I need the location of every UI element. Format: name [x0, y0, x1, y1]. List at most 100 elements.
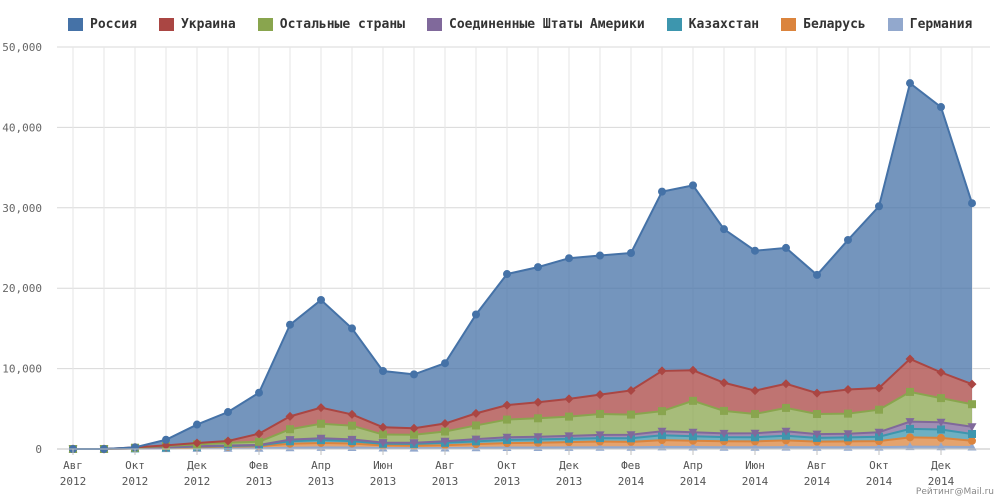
data-point — [440, 437, 450, 446]
data-point — [441, 427, 449, 436]
data-point — [937, 394, 945, 403]
data-point — [626, 385, 636, 395]
legend-swatch — [257, 17, 273, 31]
data-point — [719, 378, 729, 388]
x-tick-label-year: 2014 — [680, 475, 707, 488]
y-tick-label: 40,000 — [2, 121, 42, 134]
x-tick-label-year: 2014 — [618, 475, 645, 488]
data-point — [937, 103, 945, 112]
legend-swatch — [158, 17, 174, 31]
area-Россия — [73, 83, 972, 450]
data-point — [813, 410, 821, 419]
legend-item[interactable]: Россия — [68, 17, 137, 32]
data-point — [905, 442, 915, 451]
data-point — [843, 430, 853, 439]
data-point — [812, 388, 822, 398]
y-tick-label: 10,000 — [2, 363, 42, 376]
data-point — [874, 428, 884, 437]
data-point — [502, 433, 512, 442]
legend-item[interactable]: Казахстан — [666, 17, 759, 32]
data-point — [782, 243, 790, 252]
data-point — [968, 400, 976, 409]
data-point — [316, 434, 326, 443]
legend-item[interactable]: Беларусь — [781, 17, 866, 32]
x-tick-label-year: 2013 — [556, 475, 583, 488]
data-point — [409, 439, 419, 448]
x-tick-label-year: 2012 — [184, 475, 211, 488]
x-tick-label-year: 2014 — [742, 475, 769, 488]
legend-item[interactable]: Соединенные Штаты Америки — [427, 17, 645, 32]
series-line-Остальные страны — [73, 390, 973, 450]
legend-label: Украина — [180, 16, 236, 32]
data-point — [843, 385, 853, 395]
data-point — [472, 310, 480, 319]
area-Остальные страны — [73, 391, 972, 449]
data-point — [844, 409, 852, 418]
data-point — [688, 442, 698, 451]
series-line-Украина — [73, 357, 973, 450]
data-point — [688, 365, 698, 375]
data-point — [502, 400, 512, 410]
data-point — [472, 421, 480, 430]
data-point — [161, 440, 171, 450]
data-point — [286, 320, 294, 329]
data-point — [564, 394, 574, 404]
legend-swatch — [887, 17, 903, 31]
data-point — [905, 354, 915, 364]
data-point — [471, 435, 481, 444]
y-tick-label: 50,000 — [2, 41, 42, 54]
x-tick-label-month: Июн — [745, 459, 765, 472]
series-line-Соединенные Штаты Америки — [73, 420, 973, 450]
data-point — [533, 397, 543, 407]
legend-label: Россия — [90, 16, 137, 32]
data-point — [781, 379, 791, 389]
data-point — [565, 412, 573, 421]
data-point — [348, 421, 356, 430]
x-tick-label-month: Фев — [621, 459, 641, 472]
legend-label: Германия — [909, 16, 973, 32]
data-point — [565, 254, 573, 263]
data-point — [875, 432, 883, 441]
data-point — [410, 370, 418, 379]
data-point — [193, 420, 201, 429]
data-point — [595, 390, 605, 400]
data-point — [875, 405, 883, 414]
data-point — [751, 246, 759, 255]
data-point — [937, 425, 945, 434]
x-tick-label-month: Дек — [931, 459, 951, 472]
data-point — [596, 251, 604, 260]
data-point — [317, 295, 325, 304]
data-point — [286, 425, 294, 434]
x-tick-label-month: Апр — [683, 459, 703, 472]
x-tick-label-month: Июн — [373, 459, 393, 472]
legend-item[interactable]: Остальные страны — [257, 17, 405, 32]
data-point — [503, 270, 511, 279]
legend-item[interactable]: Украина — [158, 16, 236, 32]
data-point — [906, 79, 914, 88]
data-point — [348, 324, 356, 333]
legend-label: Беларусь — [803, 16, 866, 32]
data-point — [471, 408, 481, 418]
data-point — [968, 436, 976, 445]
data-point — [967, 442, 977, 451]
data-point — [534, 263, 542, 272]
data-point — [936, 442, 946, 451]
data-point — [720, 225, 728, 234]
data-point — [378, 422, 388, 432]
x-tick-label-month: Авг — [807, 459, 827, 472]
x-tick-label-month: Окт — [497, 459, 517, 472]
data-point — [688, 428, 698, 437]
y-tick-label: 0 — [35, 443, 42, 456]
data-point — [657, 366, 667, 376]
chart-legend: Россия Украина Остальные страны Соединенные… — [68, 14, 994, 34]
data-point — [162, 435, 170, 444]
x-tick-label-year: 2012 — [122, 475, 149, 488]
data-point — [378, 439, 388, 448]
data-point — [627, 248, 635, 257]
legend-item[interactable]: Германия — [887, 16, 973, 32]
data-point — [627, 410, 635, 419]
data-point — [906, 433, 914, 442]
data-point — [968, 429, 976, 438]
series-line-Германия — [73, 445, 973, 450]
x-tick-label-year: 2013 — [494, 475, 521, 488]
